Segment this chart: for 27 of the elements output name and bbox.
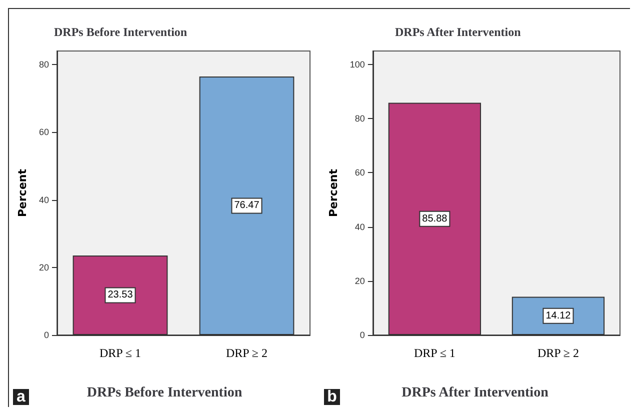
y-tick-label: 40 — [354, 222, 365, 232]
y-tick-label: 20 — [38, 262, 49, 272]
x-tick-label: DRP ≤ 1 — [414, 346, 456, 360]
x-axis-title: DRPs Before Intervention — [86, 386, 242, 400]
chart-title: DRPs Before Intervention — [54, 25, 188, 39]
y-axis-title: Percent — [16, 168, 30, 218]
y-tick-label: 60 — [354, 168, 365, 178]
y-tick-label: 40 — [38, 194, 49, 205]
y-tick-label: 60 — [38, 127, 49, 138]
chart-title: DRPs After Intervention — [395, 25, 522, 39]
data-label: 23.53 — [108, 290, 134, 301]
data-label: 85.88 — [422, 213, 448, 224]
text: a — [16, 388, 26, 406]
text: b — [327, 388, 338, 406]
x-tick-label: DRP ≤ 1 — [100, 346, 141, 360]
y-axis-title: Percent — [327, 168, 340, 218]
data-label: 14.12 — [546, 310, 572, 322]
x-axis-title: DRPs After Intervention — [402, 386, 549, 400]
y-tick-label: 0 — [360, 330, 365, 340]
y-tick-label: 100 — [350, 60, 365, 70]
x-tick-label: DRP ≥ 2 — [537, 346, 579, 360]
y-tick-label: 0 — [44, 330, 49, 340]
y-tick-label: 20 — [354, 276, 365, 286]
data-label: 76.47 — [234, 200, 260, 212]
y-tick-label: 80 — [38, 60, 49, 70]
y-tick-label: 80 — [354, 114, 365, 124]
x-tick-label: DRP ≥ 2 — [226, 346, 268, 360]
